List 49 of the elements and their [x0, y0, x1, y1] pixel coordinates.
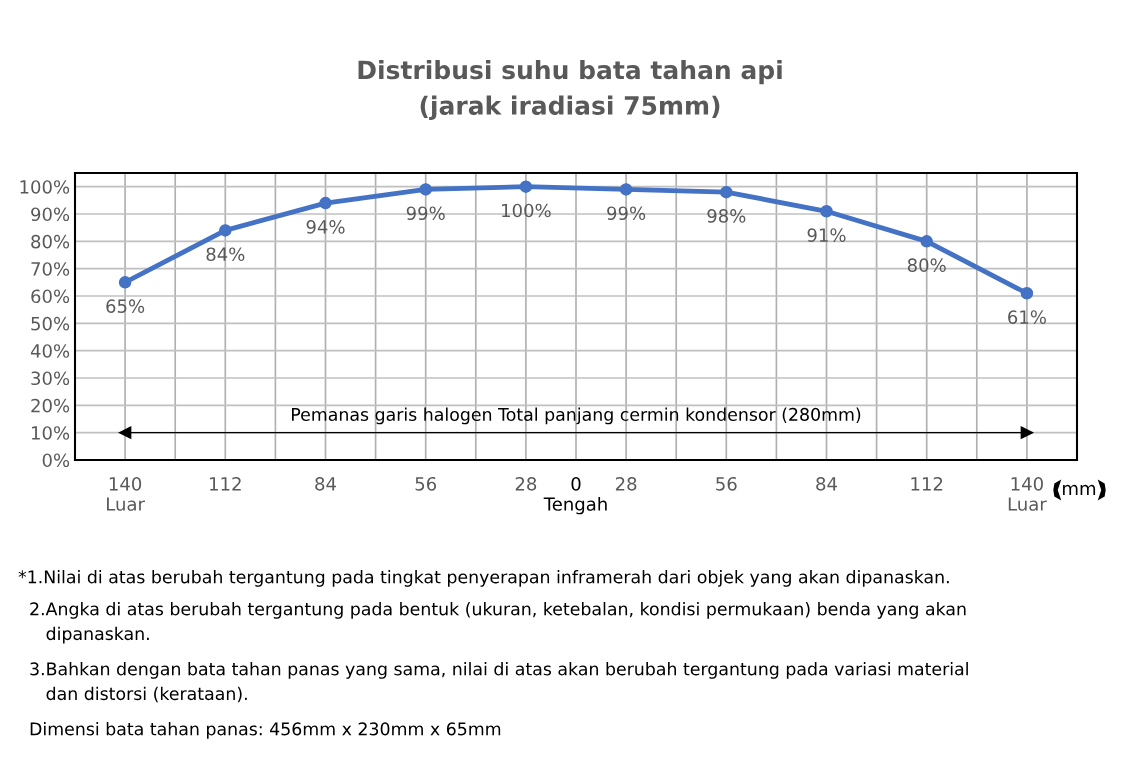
x-tick-label: 28 — [615, 476, 637, 491]
y-tick-label: 100% — [20, 180, 70, 194]
text: 0 Tengah — [543, 476, 607, 515]
data-label: 99% — [406, 206, 445, 221]
x-tick-label: 56 — [415, 476, 437, 491]
y-tick-label: 40% — [30, 344, 70, 358]
point — [1020, 287, 1034, 300]
point — [720, 185, 733, 199]
x-tick-label: 112 — [210, 476, 241, 491]
data-label: 91% — [807, 228, 846, 242]
y-tick-label: 10% — [31, 426, 70, 440]
chart-title: Distribusi suhu bata tahan api (jarak iradiasi 75mm) — [358, 60, 782, 120]
y-tick-label: 0% — [42, 453, 70, 468]
x-tick-label: 140 Luar — [107, 476, 145, 511]
point — [920, 235, 933, 248]
point — [319, 196, 332, 210]
data-label: 80% — [907, 258, 946, 272]
text: 2.Angka di atas berubah tergantung pada bentuk (ukuran, ketebalan, kondisi permukaan) benda yang akan dipanaskan. — [30, 602, 966, 644]
y-tick-label: 20% — [31, 398, 70, 413]
data-label: 61% — [1008, 310, 1046, 324]
point — [820, 205, 833, 218]
text: *1.Nilai di atas berubah tergantung pada tingkat penyerapan inframerah dari objek yang akan dipanaskan. — [18, 570, 949, 587]
y-tick-label: 90% — [31, 207, 70, 222]
text: 3.Bahkan dengan bata tahan panas yang sama, nilai di atas akan berubah tergantung pada variasi material dan distorsi (kerataan). — [30, 662, 968, 703]
x-tick-label: 84 — [816, 476, 837, 491]
data-label: 99% — [607, 206, 646, 221]
x-tick-label: 112 — [911, 476, 943, 491]
x-axis-title: mm — [1063, 484, 1096, 495]
y-tick-label: 80% — [31, 234, 70, 249]
data-label: 98% — [707, 209, 746, 223]
data-label: 84% — [206, 247, 245, 262]
ref-line-label: Pemanas garis halogen Total panjang cermin kondensor (280mm) — [292, 407, 861, 425]
y-tick-label: 30% — [31, 371, 70, 386]
point — [519, 180, 533, 193]
x-tick-label: 84 — [315, 476, 336, 491]
data-label: 94% — [306, 220, 345, 234]
x-tick-label: 140 Luar — [1008, 476, 1047, 511]
y-tick-label: 70% — [31, 262, 70, 276]
x-tick-label: 56 — [716, 476, 737, 491]
point — [619, 183, 633, 196]
y-tick-label: 50% — [31, 316, 70, 331]
point — [219, 224, 232, 237]
data-label: 100% — [502, 203, 551, 218]
text: Dimensi bata tahan panas: 456mm x 230mm x 65mm — [30, 722, 501, 739]
x-tick-label: 28 — [515, 476, 537, 491]
point — [118, 276, 132, 289]
point — [419, 183, 432, 196]
data-label: 65% — [106, 299, 145, 313]
y-tick-label: 60% — [31, 289, 70, 304]
